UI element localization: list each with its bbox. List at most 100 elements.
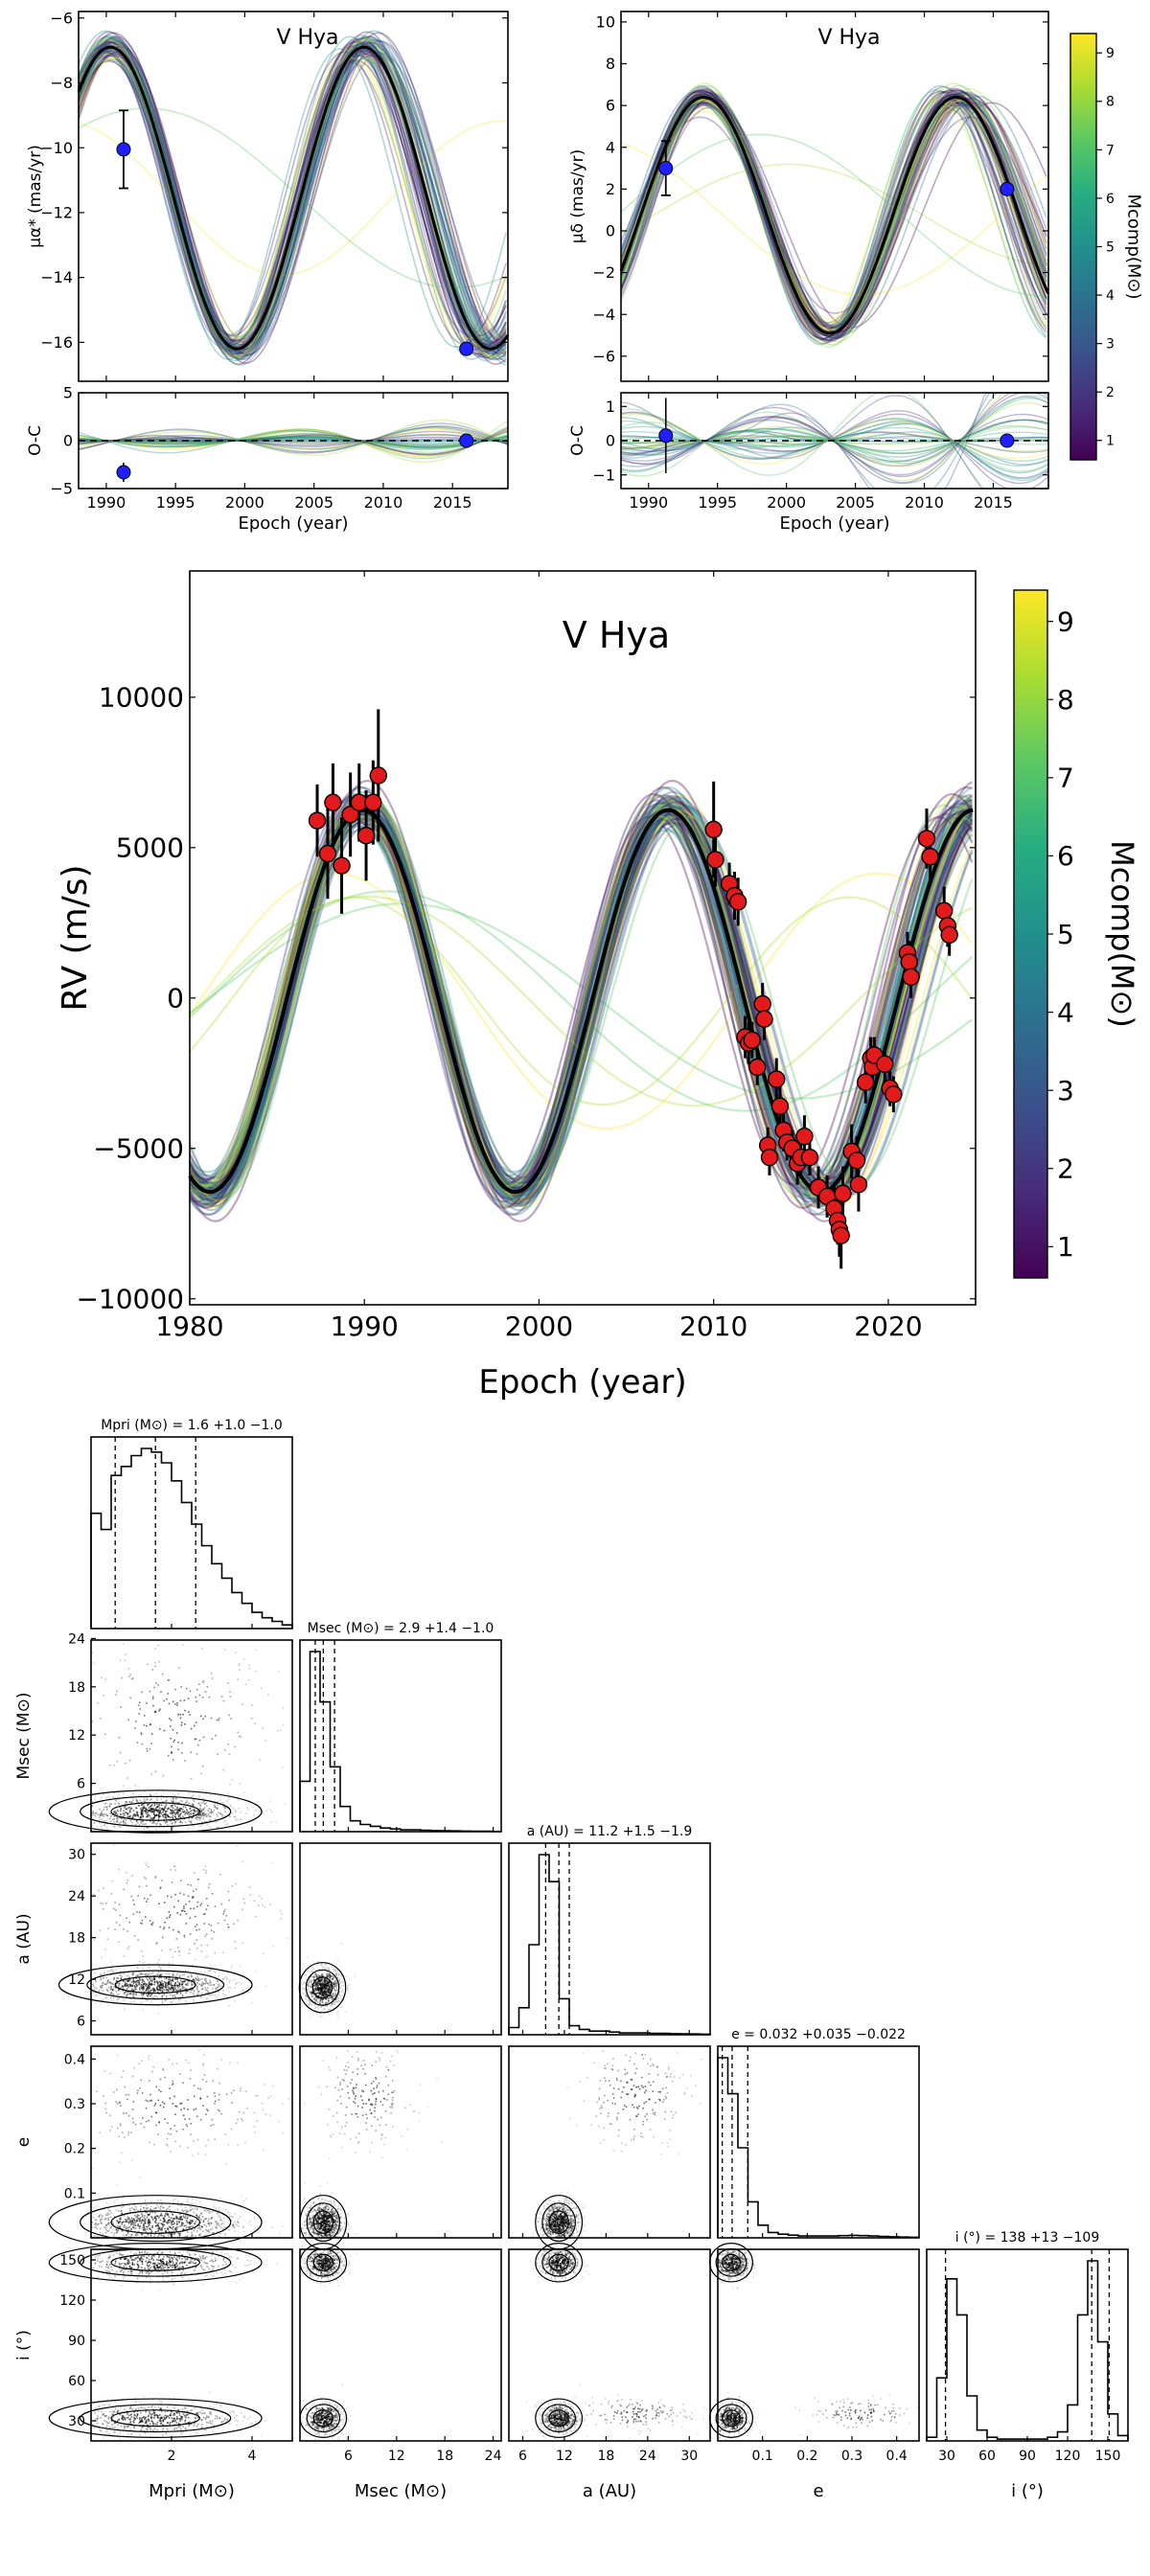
corner-sample bbox=[109, 1812, 111, 1814]
corner-sample bbox=[242, 1898, 245, 1901]
corner-sample bbox=[328, 1999, 330, 2002]
corner-sample bbox=[126, 1881, 128, 1884]
corner-sample bbox=[216, 1821, 218, 1823]
rv-posterior-orbit bbox=[188, 812, 974, 1190]
corner-sample bbox=[186, 1801, 188, 1803]
corner-sample bbox=[124, 2221, 126, 2223]
corner-sample bbox=[346, 2221, 349, 2223]
corner-sample bbox=[110, 1961, 112, 1963]
corner-sample bbox=[217, 1827, 218, 1830]
corner-sample bbox=[202, 1718, 204, 1721]
corner-sample bbox=[198, 1814, 200, 1816]
corner-sample bbox=[128, 1978, 131, 1981]
corner-sample bbox=[136, 1811, 139, 1813]
corner-sample bbox=[132, 1981, 135, 1984]
pmra-xlabel: Epoch (year) bbox=[238, 513, 348, 534]
corner-sample bbox=[207, 1813, 210, 1815]
corner-sample bbox=[315, 1975, 318, 1978]
corner-sample bbox=[104, 1983, 107, 1986]
corner-sample bbox=[188, 2226, 190, 2229]
corner-sample bbox=[196, 1993, 199, 1995]
corner-sample bbox=[123, 2226, 126, 2228]
corner-sample bbox=[95, 1980, 97, 1983]
corner-sample bbox=[238, 1735, 241, 1738]
corner-sample bbox=[195, 1696, 197, 1698]
corner-sample bbox=[318, 2212, 321, 2214]
corner-sample bbox=[105, 2223, 107, 2226]
corner-sample bbox=[117, 1990, 120, 1992]
corner-sample bbox=[200, 1811, 203, 1813]
corner-sample bbox=[104, 2070, 106, 2072]
corner-sample bbox=[220, 2226, 222, 2229]
corner-sample bbox=[320, 2209, 323, 2211]
corner-sample bbox=[193, 1813, 195, 1815]
corner-sample bbox=[149, 2100, 151, 2102]
rv-xtick-label: 2000 bbox=[505, 1311, 573, 1342]
corner-sample bbox=[143, 2220, 146, 2222]
corner-sample bbox=[182, 1812, 185, 1813]
corner-sample bbox=[179, 1820, 182, 1822]
corner-sample bbox=[191, 1988, 194, 1991]
corner-sample bbox=[303, 2221, 305, 2223]
corner-sample bbox=[152, 1704, 154, 1707]
corner-sample bbox=[335, 1974, 337, 1976]
corner-sample bbox=[119, 2221, 121, 2223]
pmdec-colorbar-tick-label: 1 bbox=[1106, 434, 1115, 449]
corner-sample bbox=[214, 2102, 216, 2105]
corner-sample bbox=[223, 1976, 226, 1979]
corner-sample bbox=[186, 2236, 188, 2238]
corner-sample bbox=[127, 2228, 130, 2231]
corner-sample bbox=[321, 1998, 323, 2001]
corner-sample bbox=[172, 1979, 174, 1981]
corner-sample bbox=[159, 1974, 162, 1976]
corner-sample bbox=[179, 2232, 181, 2235]
pmra-posterior-orbit bbox=[78, 42, 507, 354]
corner-sample bbox=[214, 1994, 217, 1996]
corner-sample bbox=[126, 2221, 127, 2223]
corner-sample bbox=[92, 1812, 95, 1813]
corner-sample bbox=[310, 2225, 313, 2227]
corner-sample bbox=[154, 2222, 157, 2224]
corner-sample bbox=[151, 1924, 153, 1926]
corner-sample bbox=[172, 2103, 174, 2105]
corner-sample bbox=[176, 2225, 179, 2228]
corner-sample bbox=[126, 1991, 128, 1993]
pmra-ytick-label: −6 bbox=[50, 9, 73, 27]
corner-sample bbox=[198, 2226, 201, 2229]
corner-sample bbox=[138, 2215, 140, 2217]
corner-sample bbox=[176, 2223, 178, 2225]
corner-sample bbox=[229, 1804, 232, 1807]
corner-sample bbox=[313, 1972, 316, 1973]
corner-sample bbox=[119, 1821, 122, 1824]
corner-sample bbox=[194, 1915, 196, 1918]
corner-sample bbox=[218, 2223, 220, 2225]
corner-sample bbox=[258, 1895, 261, 1898]
corner-sample bbox=[336, 1970, 339, 1972]
corner-scatter-e-vs-mpri bbox=[48, 2048, 291, 2250]
pmdec-posterior-orbit bbox=[620, 141, 1047, 296]
corner-sample bbox=[288, 2098, 289, 2100]
corner-sample bbox=[228, 2004, 230, 2007]
corner-sample bbox=[255, 1915, 257, 1918]
corner-sample bbox=[144, 1798, 146, 1801]
corner-sample bbox=[312, 1979, 315, 1981]
corner-sample bbox=[329, 1992, 331, 1994]
corner-sample bbox=[234, 1987, 236, 1989]
corner-sample bbox=[162, 1985, 164, 1987]
rv-posterior-orbit bbox=[189, 812, 974, 1190]
corner-sample bbox=[143, 1980, 146, 1983]
corner-sample bbox=[208, 1994, 210, 1996]
corner-sample bbox=[145, 1989, 148, 1991]
corner-sample bbox=[108, 2222, 110, 2224]
pmra-resid-xtick-label: 2010 bbox=[364, 493, 403, 512]
corner-sample bbox=[324, 1994, 327, 1996]
corner-sample bbox=[196, 1987, 198, 1989]
corner-sample bbox=[202, 1679, 205, 1682]
corner-sample bbox=[131, 2117, 134, 2120]
corner-sample bbox=[218, 1985, 219, 1988]
corner-sample bbox=[142, 1993, 145, 1995]
corner-sample bbox=[234, 2223, 237, 2225]
corner-sample bbox=[347, 1987, 350, 1990]
corner-sample bbox=[205, 1933, 208, 1935]
corner-sample bbox=[313, 1988, 315, 1990]
